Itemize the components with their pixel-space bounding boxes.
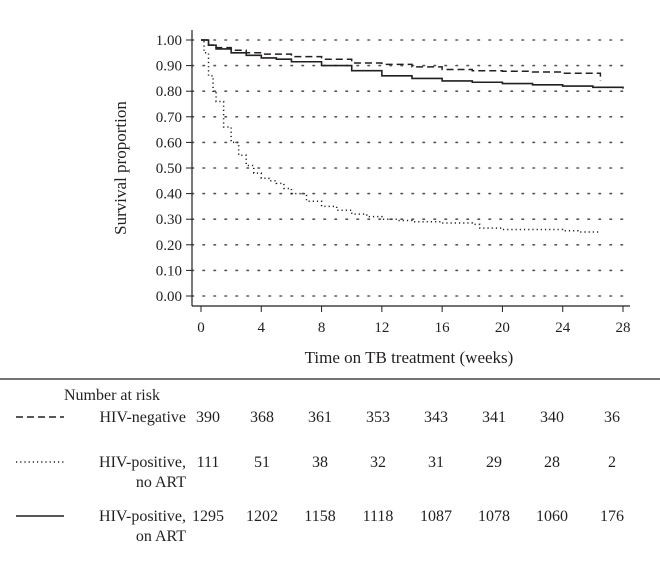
risk-table-heading: Number at risk (64, 387, 160, 404)
x-tick-label: 8 (318, 320, 326, 336)
y-tick-label: 0.90 (156, 59, 182, 75)
x-axis-ticks: 0 4 8 12 16 20 24 28 (197, 306, 631, 336)
risk-table: HIV-negative 390 368 361 353 343 341 340 36 HIV-p… (16, 409, 624, 545)
risk-row-label: HIV-positive, (99, 508, 186, 525)
y-tick-label: 0.00 (156, 289, 182, 305)
risk-value: 111 (197, 454, 220, 471)
y-tick-label: 0.80 (156, 84, 182, 100)
risk-value: 38 (312, 454, 328, 471)
x-tick-label: 0 (197, 320, 205, 336)
risk-value: 1087 (420, 508, 452, 525)
y-tick-label: 0.10 (156, 263, 182, 279)
risk-value: 341 (482, 409, 506, 426)
risk-row-label: no ART (136, 474, 186, 491)
x-tick-label: 20 (495, 320, 510, 336)
gridlines (191, 39, 631, 297)
risk-value: 1202 (246, 508, 278, 525)
risk-value: 361 (308, 409, 332, 426)
risk-value: 176 (600, 508, 624, 525)
y-tick-label: 0.40 (156, 187, 182, 203)
y-tick-label: 0.20 (156, 238, 182, 254)
risk-value: 1060 (536, 508, 568, 525)
risk-value: 1158 (304, 508, 335, 525)
risk-value: 390 (196, 409, 220, 426)
risk-value: 353 (366, 409, 390, 426)
risk-value: 51 (254, 454, 270, 471)
risk-value: 343 (424, 409, 448, 426)
series-line-dotted (201, 39, 601, 233)
x-tick-label: 28 (616, 320, 631, 336)
x-tick-label: 12 (374, 320, 389, 336)
risk-value: 1118 (363, 508, 394, 525)
y-tick-label: 0.30 (156, 212, 182, 228)
risk-value: 340 (540, 409, 564, 426)
risk-value: 368 (250, 409, 274, 426)
risk-value: 36 (604, 409, 620, 426)
y-tick-label: 0.70 (156, 110, 182, 126)
x-tick-label: 16 (435, 320, 451, 336)
risk-value: 1295 (192, 508, 224, 525)
risk-value: 32 (370, 454, 386, 471)
y-tick-label: 1.00 (156, 33, 182, 49)
risk-row-label: HIV-positive, (99, 454, 186, 471)
x-tick-label: 4 (258, 320, 266, 336)
risk-value: 2 (608, 454, 616, 471)
series-line-solid (201, 39, 624, 89)
series-lines (201, 39, 624, 233)
risk-value: 31 (428, 454, 444, 471)
risk-value: 1078 (478, 508, 510, 525)
x-tick-label: 24 (555, 320, 571, 336)
risk-row-label: HIV-negative (100, 409, 187, 426)
y-axis-ticks: 0.00 0.10 0.20 0.30 0.40 0.50 0.60 0.70 0.80 0.90… (156, 33, 192, 305)
x-axis-title: Time on TB treatment (weeks) (305, 348, 514, 367)
y-tick-label: 0.50 (156, 161, 182, 177)
series-line-dashed (201, 39, 602, 81)
risk-value: 29 (486, 454, 502, 471)
risk-value: 28 (544, 454, 560, 471)
y-axis-title: Survival proportion (111, 101, 130, 235)
y-tick-label: 0.60 (156, 135, 182, 151)
risk-row-label: on ART (136, 528, 186, 545)
